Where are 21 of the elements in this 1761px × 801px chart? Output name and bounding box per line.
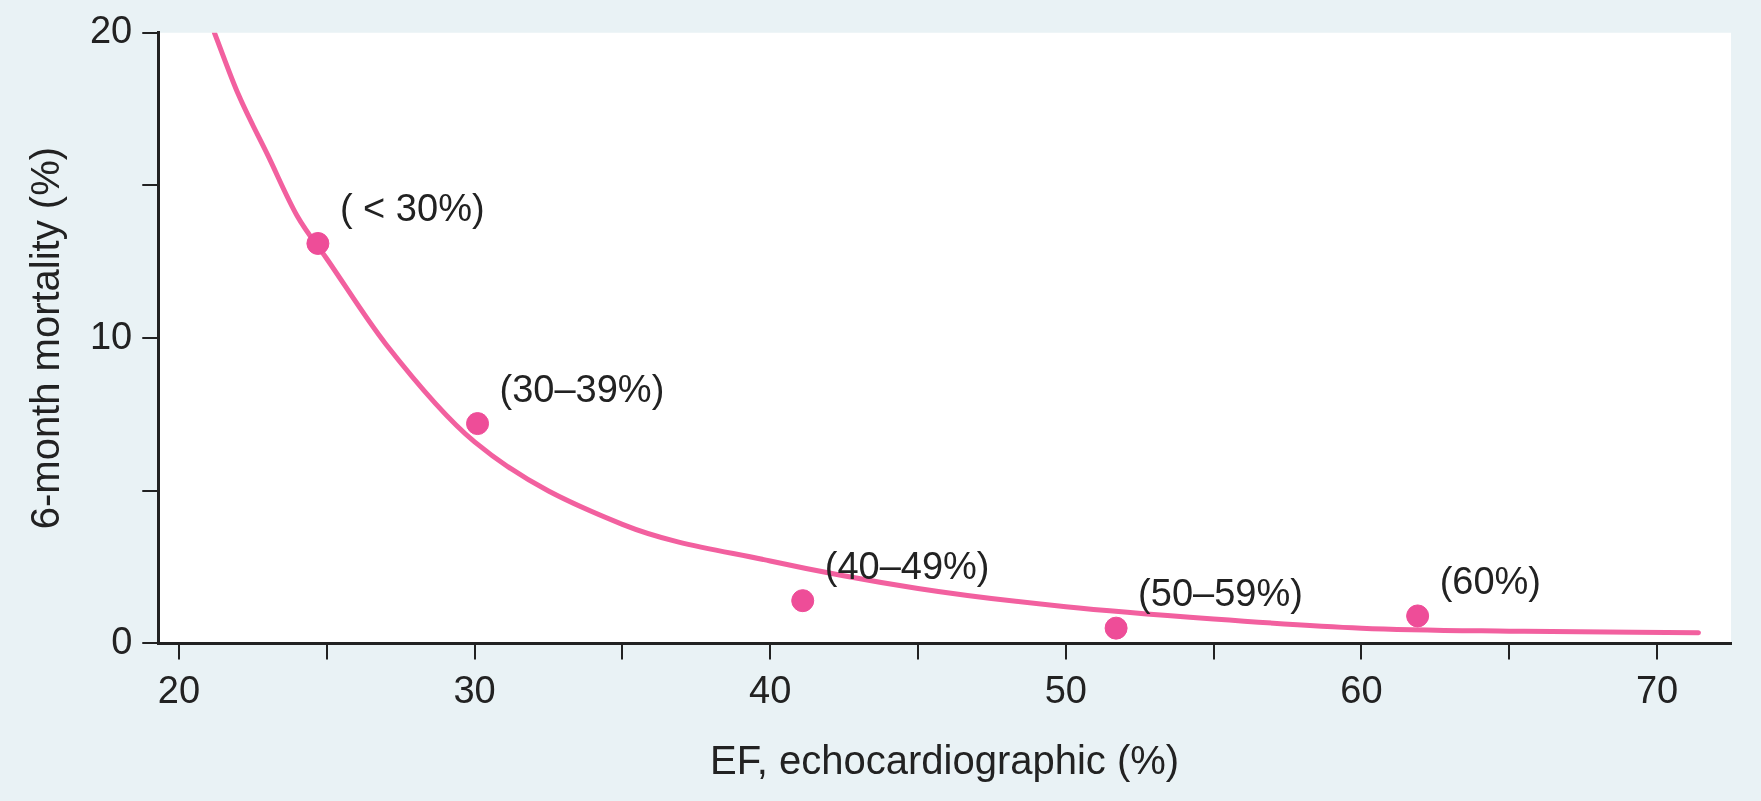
y-tick-label: 20 (89, 9, 133, 52)
y-axis-title: 6-month mortality (%) (23, 146, 68, 530)
y-tick-label: 10 (89, 314, 133, 357)
point (1406, 604, 1430, 628)
x-tick-label: 50 (1044, 668, 1087, 711)
annotation: (60%) (1439, 559, 1542, 602)
x-axis-title: EF, echocardiographic (%) (710, 738, 1180, 783)
annotation: ( < 30%) (339, 187, 485, 230)
annotation: (30–39%) (499, 367, 665, 410)
x-tick-label: 70 (1635, 668, 1679, 711)
annotation: (40–49%) (824, 544, 990, 587)
point (1104, 616, 1128, 640)
y-tick-label: 0 (111, 619, 133, 662)
point (466, 412, 490, 436)
x-tick-label: 40 (749, 668, 792, 711)
point (306, 231, 330, 255)
x-tick-label: 30 (453, 668, 496, 711)
point (791, 589, 815, 613)
x-tick-label: 60 (1340, 668, 1383, 711)
x-tick-label: 20 (157, 668, 201, 711)
annotation: (50–59%) (1138, 572, 1303, 615)
